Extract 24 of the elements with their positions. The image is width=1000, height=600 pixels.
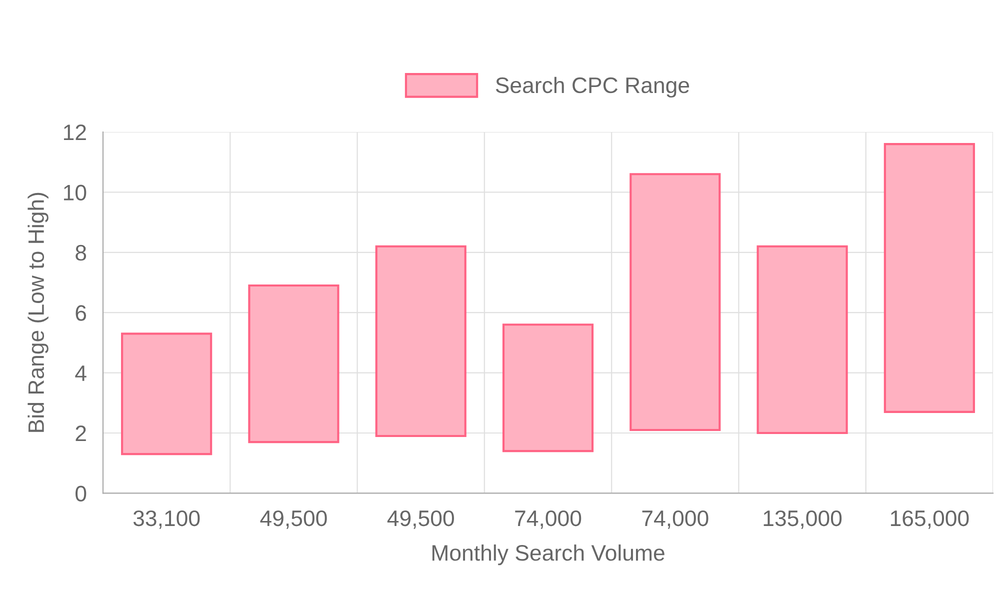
x-tick-label: 74,000 — [515, 510, 582, 529]
x-tick-label: 74,000 — [642, 510, 708, 529]
y-axis-title: Bid Range (Low to High) — [28, 192, 48, 432]
bar — [502, 324, 594, 452]
bar — [121, 332, 212, 456]
x-axis-title: Monthly Search Volume — [432, 544, 664, 566]
y-tick-label: 10 — [64, 184, 86, 200]
bar — [375, 245, 466, 438]
x-tick-label: 49,500 — [387, 510, 454, 529]
y-tick-label: 8 — [76, 244, 86, 261]
y-tick-label: 12 — [64, 124, 86, 140]
x-tick-label: 33,100 — [133, 510, 200, 529]
x-tick-label: 165,000 — [890, 510, 969, 529]
bar — [884, 142, 975, 413]
y-tick-label: 4 — [75, 366, 86, 381]
x-tick-label: 135,000 — [764, 510, 842, 529]
bar — [248, 284, 340, 444]
y-tick-label: 0 — [76, 486, 86, 502]
x-tick-label: 49,500 — [260, 510, 327, 529]
bar — [630, 173, 721, 432]
y-tick-label: 6 — [76, 305, 86, 321]
bar — [756, 245, 848, 434]
legend-label: Search CPC Range — [496, 76, 690, 98]
y-tick-label: 2 — [76, 426, 86, 442]
